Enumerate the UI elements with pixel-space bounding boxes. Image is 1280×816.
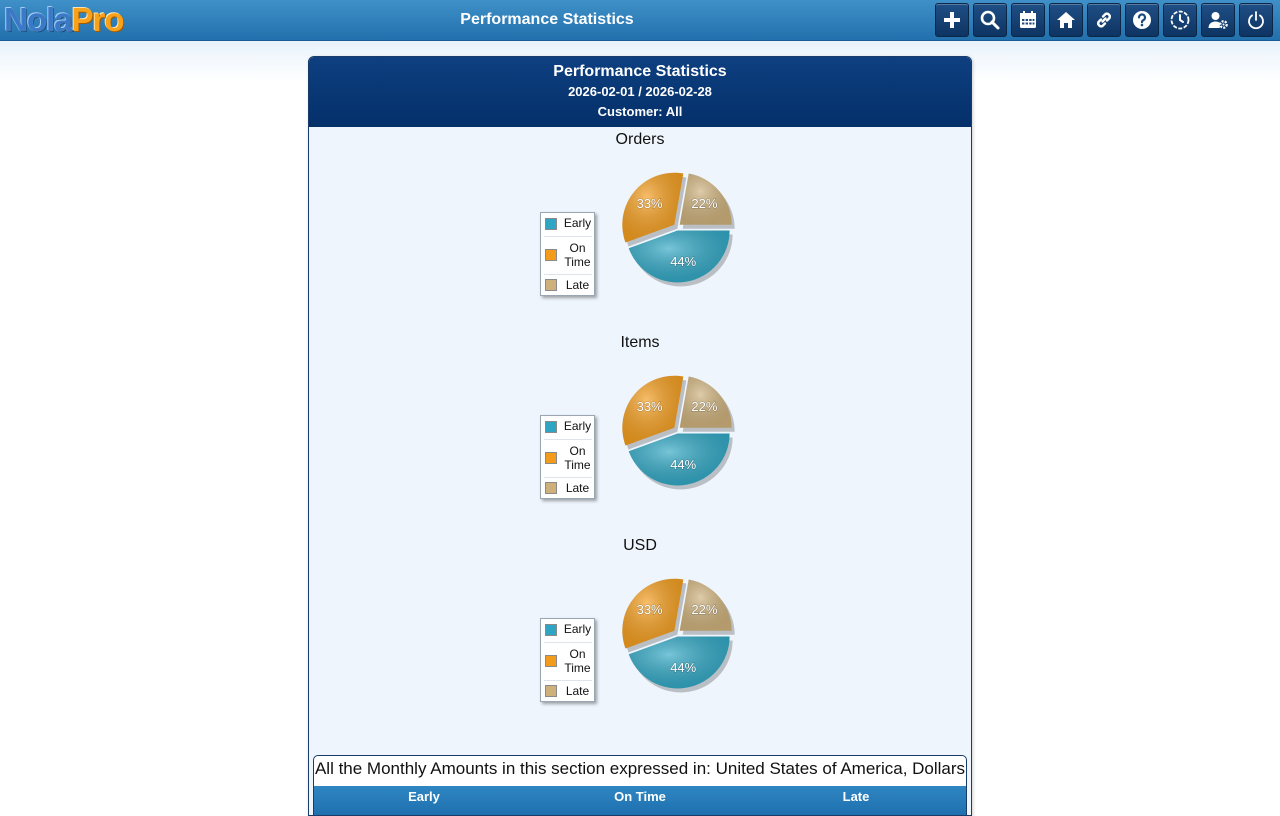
column-header-early[interactable]: Early (408, 789, 440, 804)
chart-legend: Early On Time Late (540, 415, 595, 499)
pie-value-label: 44% (670, 660, 696, 675)
legend-swatch (545, 452, 557, 464)
help-button[interactable] (1125, 3, 1159, 37)
calendar-button[interactable] (1011, 3, 1045, 37)
link-icon (1097, 12, 1111, 28)
legend-item-late[interactable]: Late (541, 478, 594, 498)
user-settings-icon (1208, 12, 1228, 29)
legend-separator (544, 274, 592, 275)
pie-chart-orders: Orders Early On Time Late 44% 33% 22% (309, 127, 971, 327)
legend-separator (544, 680, 592, 681)
plus-icon (944, 12, 960, 28)
top-bar: NolaPro Performance Statistics (0, 0, 1280, 41)
pie-slice-shading (679, 173, 732, 225)
legend-label: Late (565, 684, 590, 698)
pie-value-label: 33% (637, 602, 663, 617)
report-panel: Performance Statistics 2026-02-01 / 2026… (308, 56, 972, 816)
report-date-range: 2026-02-01 / 2026-02-28 (568, 84, 712, 99)
legend-swatch (545, 249, 557, 261)
logout-button[interactable] (1239, 3, 1273, 37)
legend-swatch (545, 655, 557, 667)
chart-legend: Early On Time Late (540, 618, 595, 702)
summary-header-row: Early On Time Late (314, 786, 966, 815)
legend-swatch (545, 421, 557, 433)
summary-table: All the Monthly Amounts in this section … (313, 755, 967, 815)
chart-title: Orders (615, 131, 665, 148)
pie-chart-items: Items Early On Time Late 44% 33% 22% (309, 330, 971, 530)
clock-icon (1170, 10, 1190, 30)
legend-swatch (545, 685, 557, 697)
legend-swatch (545, 482, 557, 494)
search-icon (980, 10, 1000, 30)
legend-label: On Time (564, 444, 591, 472)
pie-chart-graphic: 44% 33% 22% (622, 375, 735, 490)
summary-caption: All the Monthly Amounts in this section … (314, 759, 966, 778)
user-settings-button[interactable] (1201, 3, 1235, 37)
pie-value-label: 22% (691, 399, 717, 414)
pie-slice-shading (622, 578, 684, 649)
power-icon (1248, 11, 1264, 30)
pie-slice-shading (628, 636, 730, 689)
legend-item-late[interactable]: Late (541, 681, 594, 701)
app-title: Performance Statistics (460, 11, 634, 28)
help-icon (1133, 11, 1151, 29)
pie-chart-graphic: 44% 33% 22% (622, 172, 735, 287)
pie-value-label: 33% (637, 399, 663, 414)
legend-label: Early (563, 419, 592, 433)
legend-label: On Time (564, 241, 591, 269)
pie-value-label: 22% (691, 602, 717, 617)
pie-slice-shading (628, 230, 730, 283)
column-header-late[interactable]: Late (842, 789, 870, 804)
legend-item-early[interactable]: Early (541, 416, 594, 438)
home-icon (1057, 12, 1075, 28)
legend-swatch (545, 218, 557, 230)
home-button[interactable] (1049, 3, 1083, 37)
legend-label: Early (563, 622, 592, 636)
legend-swatch (545, 624, 557, 636)
links-button[interactable] (1087, 3, 1121, 37)
legend-item-on-time[interactable]: On Time (541, 440, 594, 476)
legend-label: Late (565, 481, 590, 495)
chart-legend: Early On Time Late (540, 212, 595, 296)
legend-separator (544, 439, 592, 440)
legend-label: Late (565, 278, 590, 292)
legend-label: On Time (564, 647, 591, 675)
pie-slice-shading (628, 433, 730, 486)
legend-item-late[interactable]: Late (541, 275, 594, 295)
legend-separator (544, 642, 592, 643)
report-customer: Customer: All (597, 104, 683, 119)
legend-separator (544, 477, 592, 478)
legend-label: Early (563, 216, 592, 230)
column-header-on-time[interactable]: On Time (614, 789, 666, 804)
pie-slice-shading (622, 375, 684, 446)
pie-value-label: 22% (691, 196, 717, 211)
history-button[interactable] (1163, 3, 1197, 37)
pie-value-label: 33% (637, 196, 663, 211)
calendar-icon (1020, 11, 1036, 28)
pie-slice-shading (679, 579, 732, 631)
legend-item-on-time[interactable]: On Time (541, 643, 594, 679)
pie-value-label: 44% (670, 254, 696, 269)
legend-swatch (545, 279, 557, 291)
pie-value-label: 44% (670, 457, 696, 472)
pie-slice-shading (679, 376, 732, 428)
chart-title: Items (620, 334, 660, 351)
pie-chart-usd: USD Early On Time Late 44% 33% 22% (309, 533, 971, 733)
report-title: Performance Statistics (553, 63, 727, 80)
legend-separator (544, 236, 592, 237)
legend-item-early[interactable]: Early (541, 619, 594, 641)
nolapro-logo[interactable]: NolaPro (4, 1, 125, 38)
report-header: Performance Statistics 2026-02-01 / 2026… (309, 57, 971, 127)
search-button[interactable] (973, 3, 1007, 37)
pie-chart-graphic: 44% 33% 22% (622, 578, 735, 693)
legend-item-on-time[interactable]: On Time (541, 237, 594, 273)
pie-slice-shading (622, 172, 684, 243)
add-button[interactable] (935, 3, 969, 37)
legend-item-early[interactable]: Early (541, 213, 594, 235)
chart-title: USD (623, 537, 657, 554)
